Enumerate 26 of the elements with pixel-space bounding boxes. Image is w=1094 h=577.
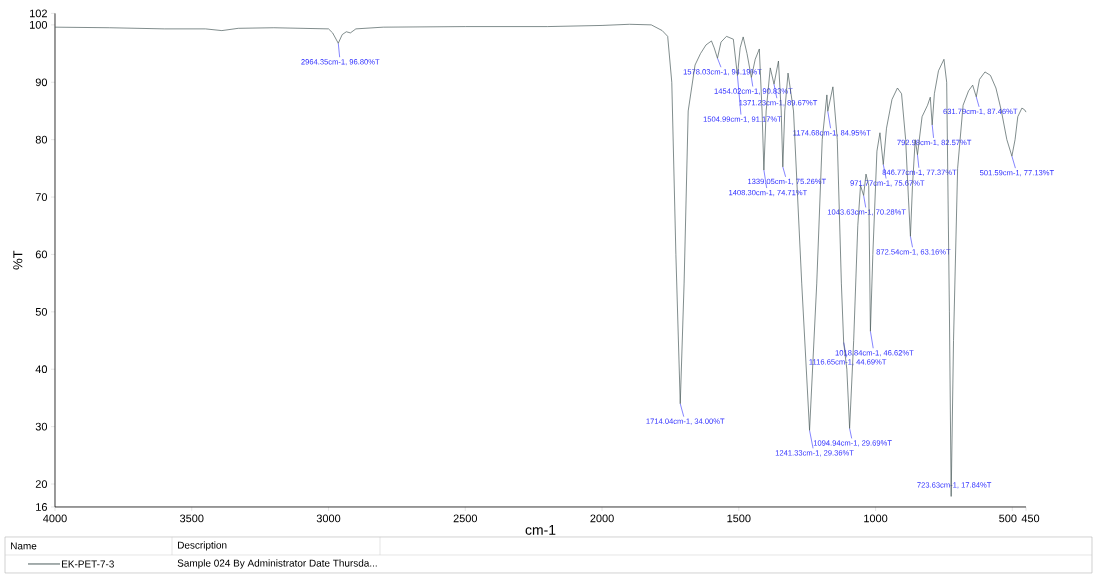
x-tick-label: 3000 — [316, 514, 341, 523]
x-axis-title: cm-1 — [525, 525, 556, 535]
y-axis-title: %T — [13, 250, 23, 270]
y-tick-label: 20 — [35, 480, 48, 488]
text: Description — [178, 541, 227, 551]
y-tick-label: 40 — [35, 365, 48, 374]
legend-label: EK-PET-7-3 — [62, 560, 114, 568]
x-tick-label: 4000 — [43, 514, 67, 523]
y-tick-label: 30 — [35, 422, 48, 431]
x-tick-label: 1000 — [864, 514, 888, 523]
y-tick-label: 102 — [30, 9, 47, 18]
y-tick-label: 60 — [35, 250, 48, 259]
x-tick-label: 1500 — [727, 514, 751, 523]
y-tick-label: 80 — [35, 135, 48, 144]
x-tick-label: 3500 — [179, 514, 204, 523]
legend-title: Name — [11, 542, 37, 550]
x-tick-label: 450 — [1021, 514, 1040, 523]
x-tick-label: 2000 — [590, 514, 614, 523]
x-tick-label: 2500 — [453, 514, 478, 523]
y-tick-label: 100 — [30, 21, 48, 29]
y-tick-label: 90 — [35, 78, 48, 87]
y-tick-label: 16 — [36, 503, 47, 511]
text: Sample 024 By Administrator Date Thursda... — [177, 559, 377, 569]
y-tick-label: 50 — [35, 307, 48, 316]
y-tick-label: 70 — [35, 193, 48, 201]
x-tick-label: 500 — [999, 514, 1017, 523]
